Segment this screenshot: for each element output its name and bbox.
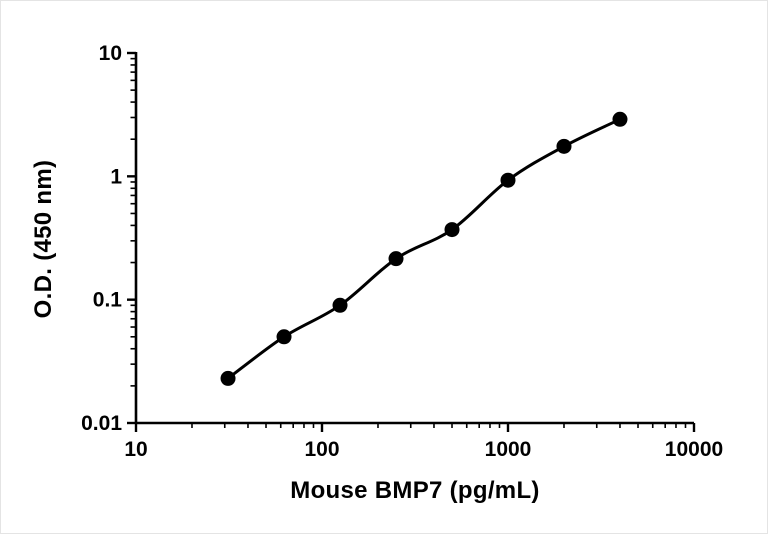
svg-text:1: 1 — [110, 165, 122, 188]
svg-text:10: 10 — [99, 42, 122, 65]
svg-text:10000: 10000 — [665, 438, 723, 461]
svg-text:100: 100 — [304, 438, 339, 461]
svg-text:1000: 1000 — [485, 438, 532, 461]
svg-text:0.01: 0.01 — [81, 412, 122, 435]
svg-text:10: 10 — [124, 438, 147, 461]
svg-text:0.1: 0.1 — [93, 289, 123, 312]
